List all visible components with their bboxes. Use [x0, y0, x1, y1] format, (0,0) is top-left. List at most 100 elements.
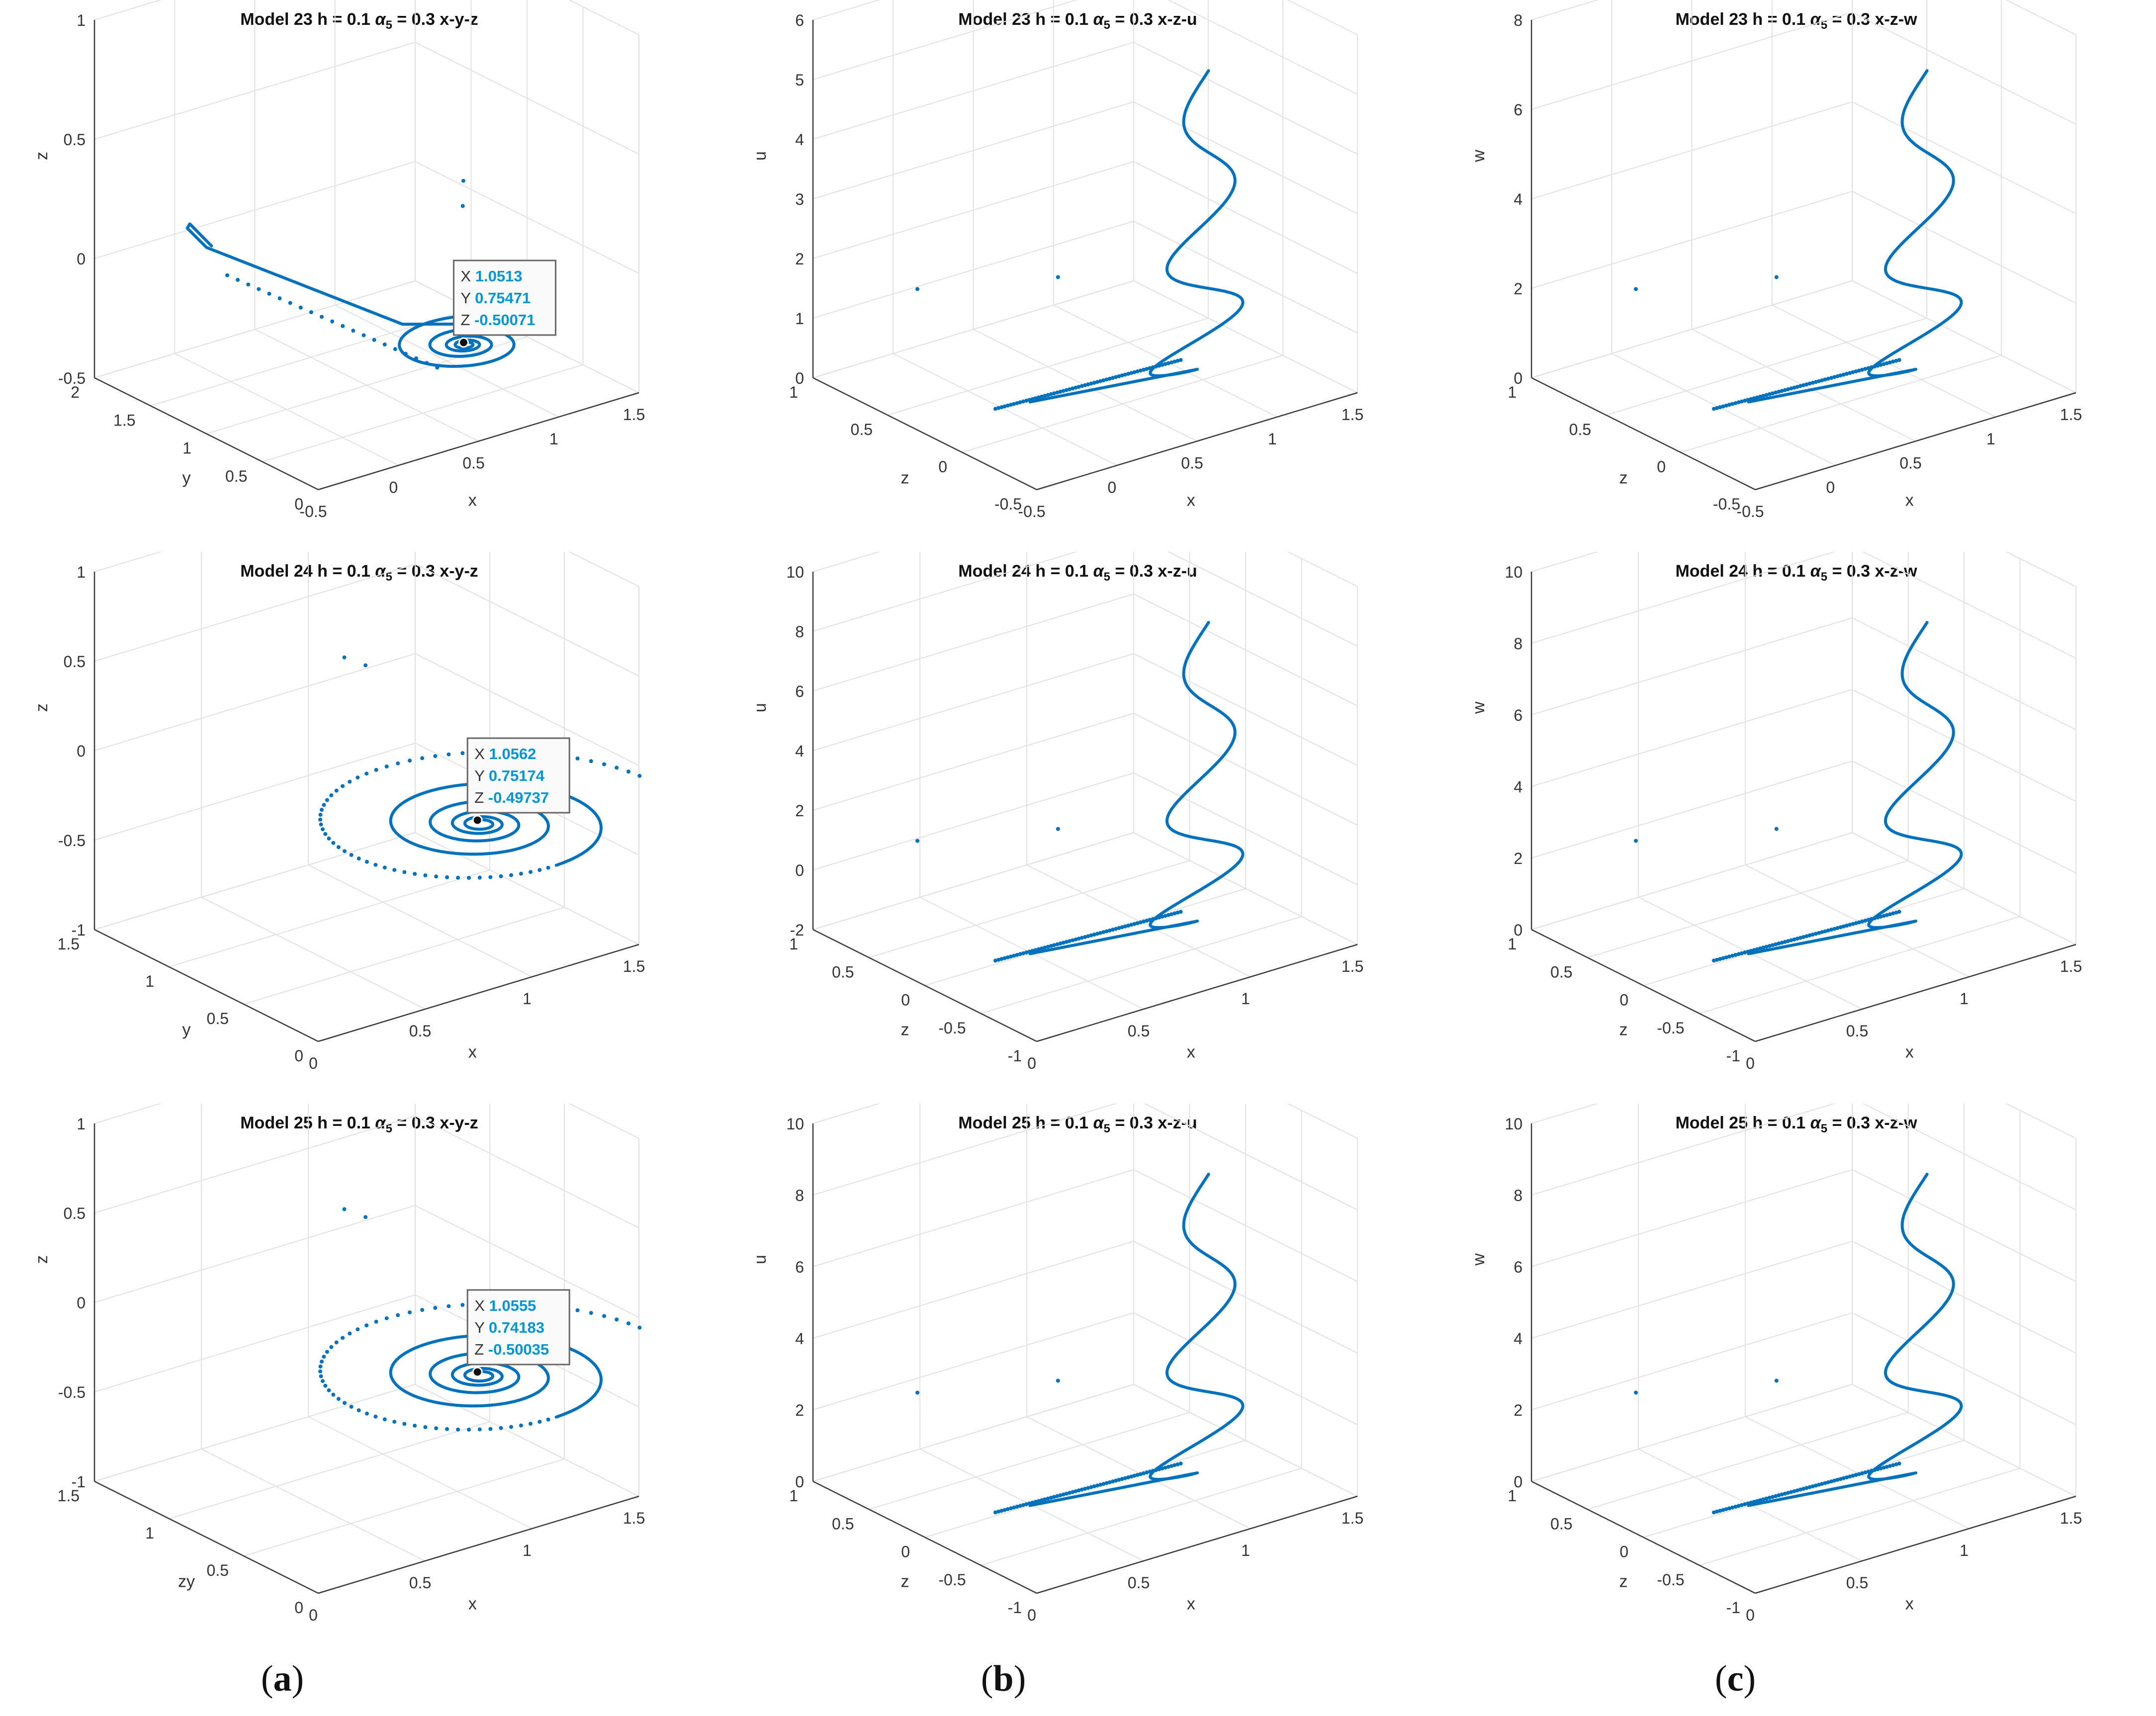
- x-tick-label: 0: [1027, 1054, 1036, 1072]
- trajectory-point: [1079, 936, 1084, 940]
- x-tick-label: 1: [1960, 990, 1969, 1008]
- trajectory-point: [1107, 928, 1112, 933]
- trajectory-point: [1117, 1477, 1121, 1482]
- trajectory-point: [1764, 944, 1769, 949]
- trajectory-point: [445, 875, 449, 879]
- trajectory-point: [1863, 1470, 1868, 1475]
- trajectory-point: [434, 1426, 439, 1431]
- x-tick-label: 1.5: [2060, 406, 2082, 424]
- trajectory-point: [1746, 398, 1750, 402]
- datatip-row-x: X 1.0513: [460, 267, 522, 285]
- trajectory-point: [1145, 1470, 1149, 1475]
- trajectory-point: [637, 1325, 642, 1330]
- trajectory-point: [1820, 1482, 1824, 1486]
- trajectory-point: [382, 865, 387, 870]
- trajectory-point: [1789, 938, 1794, 943]
- trajectory-point: [341, 324, 345, 328]
- z-tick-label: -0.5: [58, 832, 86, 850]
- trajectory-point: [1897, 910, 1901, 914]
- trajectory-point: [1711, 1510, 1716, 1515]
- trajectory-point: [1077, 937, 1081, 941]
- trajectory-point: [1015, 1504, 1019, 1509]
- z-tick-label: 0: [795, 369, 804, 387]
- trajectory-point: [1743, 399, 1747, 403]
- y-tick-label: -0.5: [938, 1019, 966, 1037]
- trajectory-point: [1835, 926, 1840, 930]
- x-axis-label: x: [1905, 491, 1914, 510]
- trajectory-point: [1166, 913, 1170, 917]
- trajectory-point: [1095, 1483, 1099, 1488]
- trajectory-point: [1879, 1466, 1883, 1470]
- y-tick-label: -0.5: [994, 495, 1022, 513]
- trajectory-point: [447, 752, 451, 757]
- trajectory-point: [1879, 914, 1883, 919]
- trajectory-point: [351, 329, 356, 333]
- trajectory-point: [342, 655, 347, 660]
- trajectory-point: [319, 808, 324, 812]
- trajectory-point: [1807, 933, 1812, 938]
- trajectory-point: [1857, 920, 1861, 925]
- chart-title: Model 25 h = 0.1 α5 = 0.3 x-z-w: [1675, 1114, 1917, 1135]
- trajectory-point: [323, 832, 328, 836]
- axes: [1530, 1123, 2076, 1594]
- x-axis-label: x: [1187, 1594, 1195, 1613]
- x-tick-label: 0: [1746, 1606, 1755, 1624]
- trajectory-point: [1894, 1462, 1898, 1466]
- trajectory-point: [1169, 360, 1174, 365]
- trajectory-point: [382, 1417, 387, 1422]
- y-tick-label: 0.5: [1569, 421, 1591, 438]
- trajectory-point: [1804, 1486, 1809, 1490]
- datatip[interactable]: X 1.0562 Y 0.75174 Z -0.49737: [466, 737, 570, 826]
- trajectory-point: [1860, 367, 1865, 372]
- trajectory-point: [589, 1311, 593, 1315]
- y-tick-label: 0: [901, 1543, 910, 1561]
- trajectory-point: [1823, 1481, 1827, 1485]
- chart-panel-8: Model 25 h = 0.1 α5 = 0.3 x-z-u 0 0.5 1 1.5-…: [719, 1104, 1437, 1650]
- y-tick-label: 0: [294, 1599, 303, 1617]
- x-tick-label: 1.5: [1342, 957, 1363, 975]
- trajectory-point: [1043, 1497, 1047, 1502]
- trajectory-point: [1780, 389, 1784, 393]
- trajectory-point: [1845, 1475, 1849, 1479]
- trajectory-point: [1777, 1493, 1781, 1498]
- trajectory-point: [1891, 1463, 1895, 1467]
- x-tick-label: 1: [523, 1542, 532, 1559]
- trajectory-point: [1879, 362, 1883, 367]
- trajectory-point: [467, 875, 471, 880]
- datatip-box: [466, 1289, 570, 1366]
- trajectory-point: [1758, 946, 1763, 950]
- trajectory-point: [372, 338, 376, 342]
- trajectory-point: [1733, 952, 1738, 957]
- trajectory-point: [1061, 941, 1066, 945]
- trajectory-point: [1736, 952, 1741, 956]
- trajectory-line: [1028, 69, 1245, 404]
- trajectory-point: [1826, 1480, 1830, 1484]
- trajectory-point: [460, 1303, 465, 1307]
- chart-title: Model 23 h = 0.1 α5 = 0.3 x-y-z: [240, 10, 478, 32]
- datatip-row-z: Z -0.50071: [460, 311, 535, 329]
- trajectory-point: [363, 663, 368, 668]
- x-tick-label: 1.5: [623, 957, 645, 975]
- trajectory-point: [1018, 400, 1022, 405]
- datatip[interactable]: X 1.0513 Y 0.75471 Z -0.50071: [452, 259, 556, 348]
- trajectory-point: [1129, 923, 1134, 927]
- trajectory-point: [1123, 924, 1127, 929]
- x-tick-label: 1.5: [2060, 1509, 2082, 1527]
- trajectory-point: [1056, 1378, 1060, 1383]
- z-tick-label: 0: [77, 250, 86, 268]
- trajectory-point: [1838, 1477, 1843, 1481]
- y-tick-label: -1: [1008, 1599, 1022, 1617]
- chart-title: Model 23 h = 0.1 α5 = 0.3 x-z-w: [1675, 10, 1917, 32]
- trajectory-point: [1033, 1500, 1038, 1504]
- trajectory-point: [1711, 958, 1716, 963]
- z-axis-label: u: [751, 1255, 770, 1264]
- trajectory-point: [1172, 911, 1177, 916]
- y-axis-label: z: [901, 1572, 909, 1591]
- trajectory-point: [529, 1422, 533, 1426]
- x-tick-label: 1: [1986, 430, 1995, 448]
- datatip[interactable]: X 1.0555 Y 0.74183 Z -0.50035: [466, 1289, 570, 1377]
- trajectory-point: [334, 1340, 339, 1345]
- trajectory-point: [1169, 912, 1174, 917]
- trajectory-point: [1746, 949, 1750, 954]
